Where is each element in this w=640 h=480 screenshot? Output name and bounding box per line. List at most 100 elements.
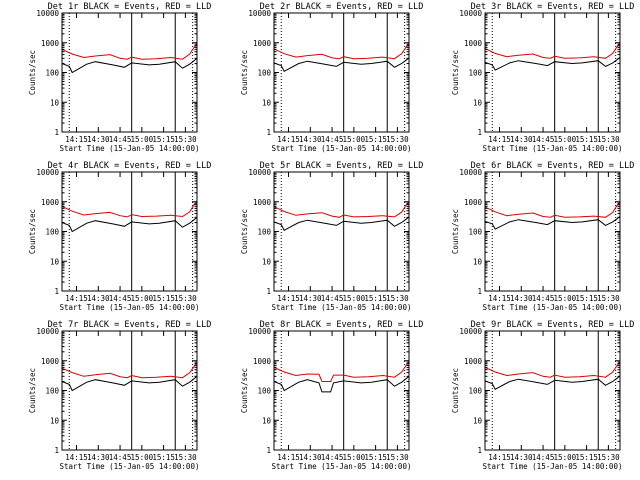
panel-title: Det 8r BLACK = Events, RED = LLD: [260, 320, 424, 330]
y-tick-label: 1000: [41, 39, 60, 48]
x-tick-label: 14:30: [87, 135, 110, 144]
x-tick-label: 14:45: [109, 294, 132, 303]
x-axis-label: Start Time (15-Jan-05 14:00:00): [272, 303, 412, 312]
x-tick-label: 15:00: [343, 453, 366, 462]
x-tick-label: 14:15: [488, 294, 511, 303]
x-tick-label: 14:45: [321, 294, 344, 303]
plot-frame: [61, 12, 198, 133]
y-tick-label: 1: [54, 128, 59, 137]
x-axis-label: Start Time (15-Jan-05 14:00:00): [60, 462, 200, 471]
y-tick-label: 10: [473, 98, 483, 107]
x-tick-label: 15:00: [554, 294, 577, 303]
x-tick-label: 15:15: [364, 294, 387, 303]
series-lld: [484, 201, 621, 218]
y-tick-label: 1: [266, 128, 271, 137]
x-axis-label: Start Time (15-Jan-05 14:00:00): [483, 144, 623, 153]
x-tick-label: 14:30: [510, 135, 533, 144]
plot-frame: [61, 171, 198, 292]
x-tick-label: 14:45: [532, 135, 555, 144]
y-tick-label: 10: [50, 98, 60, 107]
y-tick-label: 1: [477, 128, 482, 137]
x-tick-label: 14:15: [277, 294, 300, 303]
x-tick-label: 14:30: [299, 135, 322, 144]
x-tick-label: 15:15: [364, 135, 387, 144]
x-tick-label: 15:15: [152, 453, 175, 462]
y-tick-label: 1: [266, 287, 271, 296]
panel-det-7: Det 7r BLACK = Events, RED = LLD 1 10 100 10…: [28, 320, 211, 471]
y-tick-label: 10000: [36, 168, 59, 177]
panel-title: Det 4r BLACK = Events, RED = LLD: [48, 161, 212, 171]
x-tick-label: 14:15: [488, 453, 511, 462]
x-tick-label: 14:15: [488, 135, 511, 144]
plot-frame: [484, 330, 621, 451]
x-tick-label: 14:45: [321, 453, 344, 462]
panel-title: Det 9r BLACK = Events, RED = LLD: [471, 320, 635, 330]
x-axis-label: Start Time (15-Jan-05 14:00:00): [60, 303, 200, 312]
series-events: [273, 216, 410, 231]
x-tick-label: 14:45: [109, 135, 132, 144]
plot-frame: [273, 171, 410, 292]
y-tick-label: 10: [473, 416, 483, 425]
panel-title: Det 5r BLACK = Events, RED = LLD: [260, 161, 424, 171]
y-tick-label: 1: [54, 287, 59, 296]
y-tick-label: 1000: [464, 39, 483, 48]
series-lld: [61, 362, 198, 379]
x-tick-label: 15:15: [364, 453, 387, 462]
x-tick-label: 15:30: [386, 453, 409, 462]
y-tick-label: 10000: [248, 9, 271, 18]
y-axis-label: Counts/sec: [451, 50, 460, 95]
y-tick-label: 10: [262, 257, 272, 266]
x-tick-label: 14:30: [87, 294, 110, 303]
x-tick-label: 14:45: [532, 294, 555, 303]
x-tick-label: 14:15: [65, 294, 88, 303]
x-tick-label: 15:00: [554, 135, 577, 144]
series-lld: [61, 43, 198, 60]
y-tick-label: 10000: [459, 327, 482, 336]
x-tick-label: 15:30: [597, 453, 620, 462]
y-tick-label: 100: [468, 69, 482, 78]
x-tick-label: 15:00: [131, 294, 154, 303]
x-tick-label: 15:30: [597, 135, 620, 144]
panel-det-5: Det 5r BLACK = Events, RED = LLD 1 10 100 10…: [240, 161, 423, 312]
panel-det-2: Det 2r BLACK = Events, RED = LLD 1 10 100 10…: [240, 2, 423, 153]
y-tick-label: 100: [257, 69, 271, 78]
x-tick-label: 15:00: [131, 135, 154, 144]
x-tick-label: 15:00: [554, 453, 577, 462]
x-axis-label: Start Time (15-Jan-05 14:00:00): [272, 144, 412, 153]
series-lld: [61, 201, 198, 218]
series-lld: [484, 43, 621, 59]
y-tick-label: 100: [257, 387, 271, 396]
x-tick-label: 15:30: [174, 294, 197, 303]
y-tick-label: 10000: [36, 327, 59, 336]
y-tick-label: 1000: [253, 39, 272, 48]
x-tick-label: 14:30: [87, 453, 110, 462]
plot-frame: [484, 12, 621, 133]
series-events: [61, 375, 198, 392]
series-lld: [273, 361, 410, 382]
series-events: [61, 216, 198, 233]
x-tick-label: 14:15: [65, 135, 88, 144]
y-tick-label: 1: [266, 446, 271, 455]
plot-frame: [273, 12, 410, 133]
series-lld: [484, 361, 621, 378]
y-axis-label: Counts/sec: [28, 50, 37, 95]
x-tick-label: 14:30: [299, 453, 322, 462]
y-axis-label: Counts/sec: [240, 368, 249, 413]
x-tick-label: 15:30: [174, 135, 197, 144]
x-tick-label: 15:00: [343, 294, 366, 303]
panel-title: Det 3r BLACK = Events, RED = LLD: [471, 2, 635, 12]
panel-det-8: Det 8r BLACK = Events, RED = LLD 1 10 100 10…: [240, 320, 423, 471]
y-tick-label: 1000: [464, 357, 483, 366]
x-tick-label: 15:15: [575, 135, 598, 144]
y-tick-label: 1000: [464, 198, 483, 207]
x-tick-label: 15:30: [386, 135, 409, 144]
x-tick-label: 15:30: [386, 294, 409, 303]
panel-det-3: Det 3r BLACK = Events, RED = LLD 1 10 100 10…: [451, 2, 634, 153]
y-tick-label: 10000: [248, 168, 271, 177]
x-tick-label: 15:00: [343, 135, 366, 144]
panel-title: Det 6r BLACK = Events, RED = LLD: [471, 161, 635, 171]
x-tick-label: 15:30: [597, 294, 620, 303]
x-tick-label: 15:15: [152, 135, 175, 144]
plot-frame: [484, 171, 621, 292]
y-tick-label: 10: [262, 416, 272, 425]
